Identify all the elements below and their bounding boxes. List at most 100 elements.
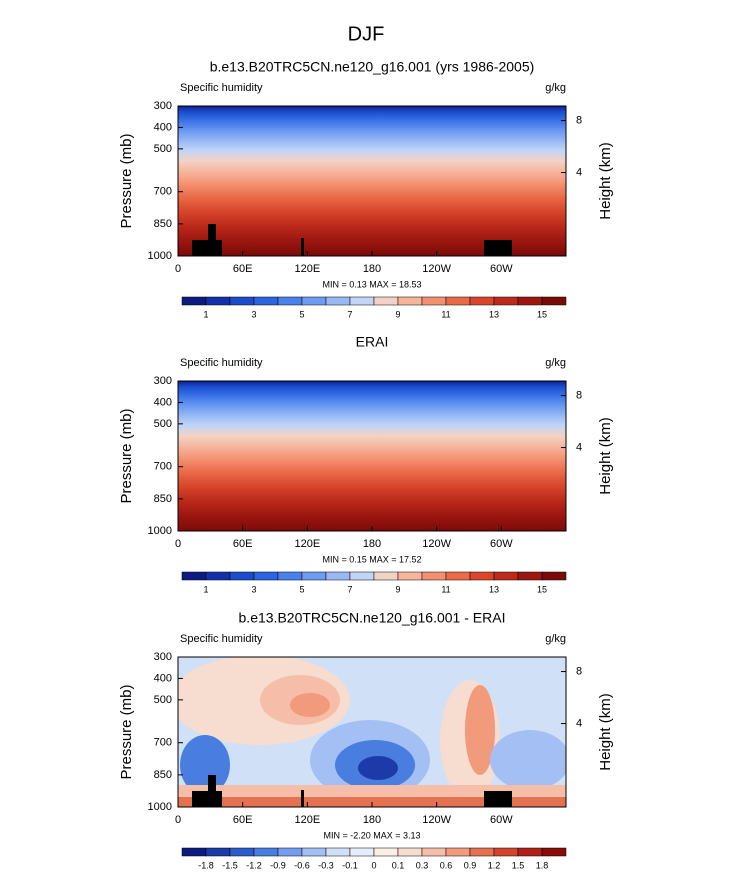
x-tick-label: 120W: [422, 814, 451, 826]
colorbar-box: [181, 571, 207, 581]
y2-axis-label: Height (km): [597, 417, 614, 495]
colorbar-label: 0.6: [440, 860, 453, 870]
y2-tick-label: 8: [576, 114, 582, 126]
min-max: MIN = 0.15 MAX = 17.52: [322, 554, 421, 564]
colorbar-box: [493, 847, 519, 857]
left-label: Specific humidity: [180, 82, 263, 94]
colorbar-box: [421, 571, 447, 581]
colorbar-label: 1.2: [488, 860, 501, 870]
x-tick-label: 180: [363, 538, 381, 550]
colorbar-box: [181, 847, 207, 857]
x-tick-label: 0: [175, 814, 181, 826]
colorbar-box: [349, 571, 375, 581]
left-label: Specific humidity: [180, 633, 263, 645]
x-tick-label: 120E: [294, 263, 320, 275]
colorbar-label: 5: [299, 309, 304, 319]
colorbar-box: [421, 847, 447, 857]
colorbar-label: 13: [489, 584, 499, 594]
colorbar-label: -0.9: [270, 860, 286, 870]
colorbar-box: [541, 296, 567, 306]
y-tick-label: 700: [154, 186, 172, 198]
colorbar-box: [445, 847, 471, 857]
humidity-field: [178, 106, 566, 256]
y-tick-label: 400: [154, 396, 172, 408]
y-tick-label: 300: [154, 100, 172, 112]
y2-axis-label: Height (km): [597, 142, 614, 220]
colorbar-label: -0.1: [342, 860, 358, 870]
y-tick-label: 500: [154, 143, 172, 155]
colorbar-label: 11: [441, 584, 450, 594]
colorbar-label: -0.3: [318, 860, 334, 870]
y-tick-label: 700: [154, 737, 172, 749]
colorbar-box: [301, 571, 327, 581]
colorbar-box: [421, 296, 447, 306]
colorbar-box: [541, 847, 567, 857]
colorbar-box: [469, 571, 495, 581]
colorbar-box: [517, 571, 543, 581]
colorbar-label: 1: [203, 584, 208, 594]
y-tick-label: 1000: [148, 801, 172, 813]
colorbar-label: 3: [251, 309, 256, 319]
colorbar-label: 3: [251, 584, 256, 594]
right-label: g/kg: [545, 82, 566, 94]
y-axis-label: Pressure (mb): [118, 684, 135, 779]
colorbar-box: [517, 847, 543, 857]
colorbar-box: [541, 571, 567, 581]
colorbar-box: [397, 847, 423, 857]
colorbar-box: [205, 847, 231, 857]
colorbar-box: [277, 847, 303, 857]
colorbar-box: [253, 571, 279, 581]
y-axis-label: Pressure (mb): [118, 133, 135, 228]
y2-tick-label: 4: [576, 441, 582, 453]
y2-tick-label: 8: [576, 665, 582, 677]
colorbar-box: [229, 571, 255, 581]
x-tick-label: 120E: [294, 814, 320, 826]
colorbar-label: 1.5: [512, 860, 525, 870]
colorbar-label: -0.6: [294, 860, 310, 870]
y-tick-label: 1000: [148, 250, 172, 262]
colorbar-box: [277, 571, 303, 581]
colorbar-box: [373, 571, 399, 581]
colorbar-box: [325, 296, 351, 306]
min-max: MIN = -2.20 MAX = 3.13: [323, 830, 420, 840]
colorbar-label: 7: [347, 584, 352, 594]
colorbar-label: 13: [489, 309, 499, 319]
colorbar-box: [349, 296, 375, 306]
colorbar-label: 11: [441, 309, 450, 319]
colorbar-box: [205, 571, 231, 581]
colorbar-box: [325, 571, 351, 581]
y-tick-label: 300: [154, 375, 172, 387]
y-tick-label: 1000: [148, 525, 172, 537]
colorbar-label: 5: [299, 584, 304, 594]
x-tick-label: 60E: [233, 538, 253, 550]
colorbar-box: [469, 296, 495, 306]
x-tick-label: 60W: [490, 814, 513, 826]
colorbar-box: [493, 296, 519, 306]
x-tick-label: 0: [175, 538, 181, 550]
right-label: g/kg: [545, 357, 566, 369]
panel-title: ERAI: [356, 334, 389, 350]
y-tick-label: 500: [154, 418, 172, 430]
colorbar-label: 9: [395, 309, 400, 319]
colorbar-label: 0.1: [392, 860, 405, 870]
figure-title: DJF: [348, 23, 385, 45]
y2-tick-label: 4: [576, 166, 582, 178]
humidity-field: [178, 381, 566, 531]
left-label: Specific humidity: [180, 357, 263, 369]
topography: [192, 224, 512, 807]
panel-title: b.e13.B20TRC5CN.ne120_g16.001 (yrs 1986-…: [210, 59, 535, 75]
panel-title: b.e13.B20TRC5CN.ne120_g16.001 - ERAI: [239, 610, 506, 626]
colorbar-label: 0.3: [416, 860, 429, 870]
y2-tick-label: 4: [576, 717, 582, 729]
colorbar-label: 1: [203, 309, 208, 319]
colorbar-box: [301, 296, 327, 306]
x-tick-label: 0: [175, 263, 181, 275]
colorbar-box: [373, 847, 399, 857]
colorbar-box: [253, 296, 279, 306]
colorbar-label: 1.8: [536, 860, 549, 870]
colorbar-box: [325, 847, 351, 857]
colorbar-box: [445, 296, 471, 306]
colorbar-label: 15: [537, 584, 547, 594]
colorbar-label: -1.5: [222, 860, 238, 870]
colorbar-box: [349, 847, 375, 857]
